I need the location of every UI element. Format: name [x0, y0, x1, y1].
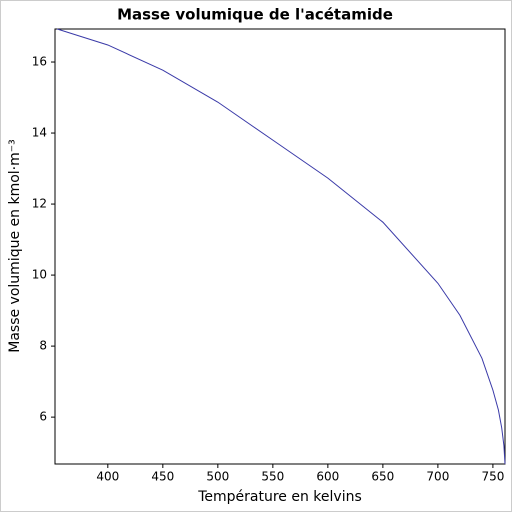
x-tick-label: 700: [426, 470, 449, 484]
data-line: [57, 28, 506, 465]
x-tick-label: 600: [316, 470, 339, 484]
x-tick-label: 450: [151, 470, 174, 484]
x-axis-label: Température en kelvins: [197, 489, 362, 505]
x-tick-label: 400: [96, 470, 119, 484]
y-tick-label: 16: [32, 55, 47, 69]
y-tick-label: 14: [32, 126, 47, 140]
y-tick-label: 10: [32, 268, 47, 282]
x-tick-label: 750: [481, 470, 504, 484]
chart-title: Masse volumique de l'acétamide: [117, 6, 393, 24]
x-tick-label: 650: [371, 470, 394, 484]
x-tick-label: 500: [206, 470, 229, 484]
y-axis-label: Masse volumique en kmol·m⁻³: [7, 139, 23, 353]
y-tick-label: 8: [39, 339, 47, 353]
plot-frame: [54, 28, 506, 465]
x-tick-label: 550: [261, 470, 284, 484]
y-tick-label: 12: [32, 197, 47, 211]
y-tick-label: 6: [39, 410, 47, 424]
